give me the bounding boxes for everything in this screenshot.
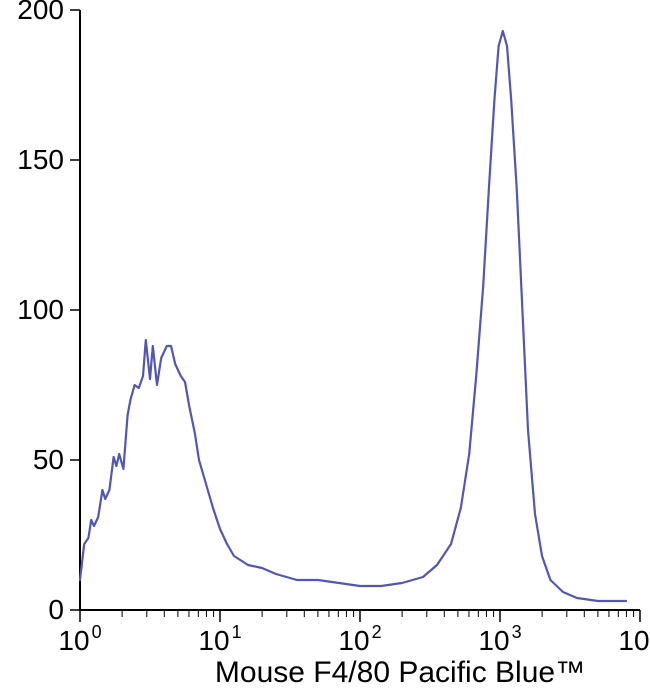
y-tick-label: 100: [17, 294, 64, 325]
y-tick-label: 0: [48, 594, 64, 625]
y-tick-label: 50: [33, 444, 64, 475]
x-axis-title: Mouse F4/80 Pacific Blue™: [215, 656, 585, 688]
chart-svg: 050100150200100101102103104Mouse F4/80 P…: [0, 0, 650, 688]
flow-cytometry-histogram: { "chart": { "type": "histogram-line", "…: [0, 0, 650, 688]
y-tick-label: 150: [17, 144, 64, 175]
x-tick-label: 104: [618, 622, 650, 656]
y-tick-label: 200: [17, 0, 64, 25]
